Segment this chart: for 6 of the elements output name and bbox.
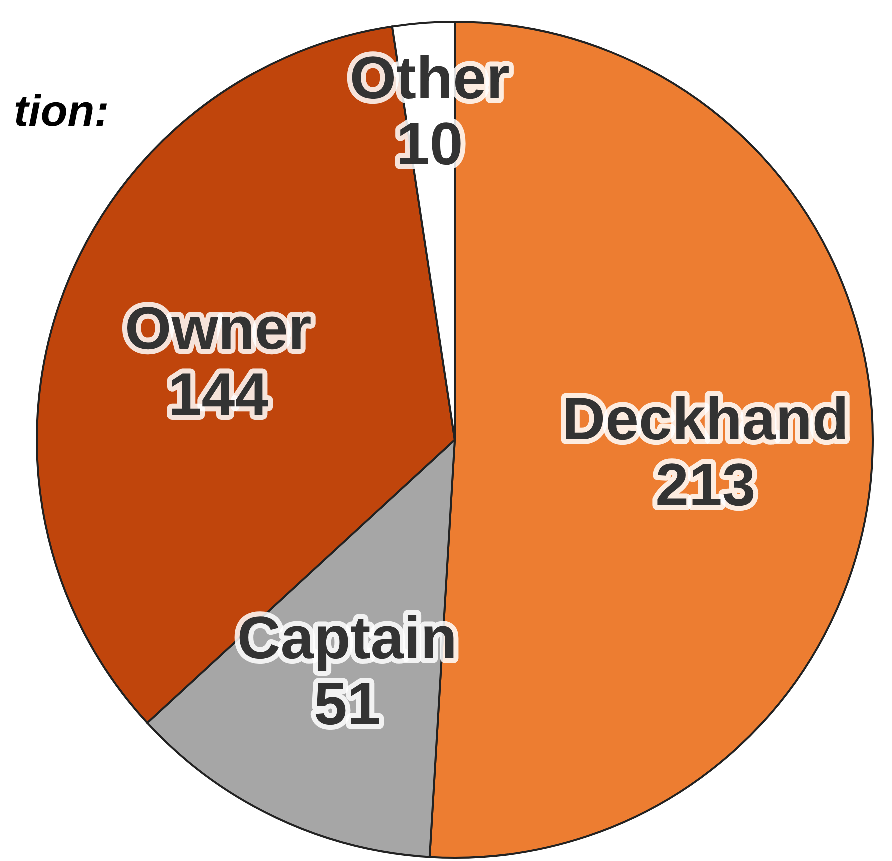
data-label: 51 (314, 670, 381, 738)
data-label: 144 (168, 360, 270, 428)
slice-label: Owner (125, 294, 312, 362)
slice-label: Deckhand (562, 386, 850, 453)
data-label: 213 (656, 452, 756, 519)
text: tion: (14, 87, 110, 136)
